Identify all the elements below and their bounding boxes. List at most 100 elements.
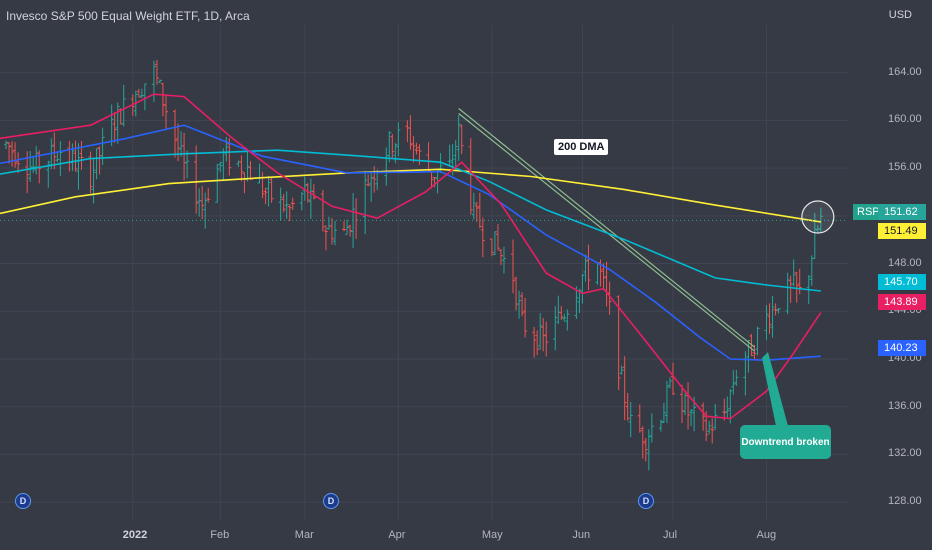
highlight-circle [801, 200, 835, 234]
ohlc-bar [743, 351, 748, 396]
ohlc-bar [776, 308, 781, 314]
ohlc-bar [514, 276, 519, 311]
ohlc-bar [686, 382, 691, 430]
ohlc-bar [372, 166, 377, 193]
ohlc-bar [643, 438, 648, 462]
ohlc-bar [100, 127, 105, 165]
ohlc-bar [332, 220, 337, 246]
ohlc-bar [160, 83, 165, 117]
ohlc-bar [242, 172, 247, 194]
ohlc-bar [97, 146, 102, 175]
ma-blue-tag: 140.23 [878, 340, 926, 356]
ohlc-bar [13, 142, 18, 168]
ohlc-bar [345, 219, 350, 235]
ohlc-bar [387, 131, 392, 163]
ohlc-bar [658, 419, 663, 432]
ohlc-bar [664, 381, 669, 424]
ohlc-bar [182, 132, 187, 181]
ohlc-bar [453, 140, 458, 171]
ohlc-bar [269, 178, 274, 203]
ohlc-bar [203, 192, 208, 229]
ohlc-bar [710, 418, 715, 444]
ohlc-bar [646, 429, 651, 471]
ohlc-bar [544, 321, 549, 357]
ohlc-bar [157, 79, 162, 84]
ohlc-bar [342, 221, 347, 232]
dividend-badge[interactable]: D [638, 493, 654, 509]
ohlc-bar [121, 84, 126, 127]
ma-pink-tag: 143.89 [878, 294, 926, 310]
ohlc-bar [637, 404, 642, 433]
ohlc-bar [393, 143, 398, 164]
dividend-badge[interactable]: D [323, 493, 339, 509]
ohlc-bar [363, 170, 368, 235]
ohlc-bar [565, 309, 570, 331]
ohlc-bar [348, 224, 353, 237]
x-tick-label: Jul [662, 529, 678, 541]
ohlc-bar [263, 187, 268, 205]
ohlc-bar [10, 141, 15, 167]
ohlc-bar [4, 140, 9, 150]
x-tick-label: Mar [294, 529, 314, 541]
ohlc-bar [179, 131, 184, 157]
dma-annotation[interactable]: 200 DMA [554, 139, 609, 155]
ohlc-bar [601, 263, 606, 291]
ohlc-bar [16, 152, 21, 174]
ohlc-bar [7, 141, 12, 164]
ohlc-bar [320, 189, 325, 232]
ohlc-bar [163, 96, 168, 130]
dividend-badge[interactable]: D [15, 493, 31, 509]
ohlc-bar [767, 303, 772, 335]
ohlc-bar [52, 132, 57, 170]
ohlc-bar [67, 140, 72, 172]
ohlc-bar [284, 191, 289, 219]
x-tick-label: Feb [210, 529, 230, 541]
ohlc-bar [329, 218, 334, 245]
ohlc-bar [532, 326, 537, 358]
grid [0, 25, 848, 520]
ohlc-bar [206, 187, 211, 203]
ohlc-bar [405, 120, 410, 142]
ohlc-bar [34, 145, 39, 175]
ohlc-bar [408, 115, 413, 150]
ohlc-bar [326, 216, 331, 230]
moving-average-line [0, 93, 822, 420]
moving-average-line [0, 124, 821, 362]
ohlc-bar [707, 420, 712, 435]
ohlc-bar [215, 163, 220, 203]
ohlc-bar [308, 178, 313, 219]
ohlc-bar [553, 306, 558, 351]
downtrend-callout[interactable]: Downtrend broken [740, 425, 831, 459]
symbol-tag: RSP [853, 204, 884, 220]
ohlc-bar [290, 197, 295, 210]
last-price-tag: 151.62 [878, 204, 926, 220]
ohlc-bar [583, 254, 588, 282]
ohlc-bar [625, 393, 630, 421]
ohlc-bar [683, 392, 688, 416]
chart-title: Invesco S&P 500 Equal Weight ETF, 1D, Ar… [6, 9, 250, 23]
moving-average-line [0, 149, 821, 292]
ohlc-bar [616, 295, 621, 391]
ohlc-bar [689, 408, 694, 427]
ohlc-bar [468, 138, 473, 215]
ohlc-bar [366, 174, 371, 187]
ohlc-bar [151, 60, 156, 103]
ohlc-bar [323, 225, 328, 251]
x-tick-label: May [481, 529, 503, 541]
x-tick-label: Apr [388, 529, 406, 541]
candles [4, 59, 823, 471]
ohlc-bar [541, 317, 546, 352]
x-tick-label: Aug [756, 529, 777, 541]
ohlc-bar [785, 272, 790, 315]
ohlc-bar [619, 365, 624, 375]
ohlc-bar [245, 151, 250, 182]
ohlc-bar [200, 186, 205, 220]
ohlc-bar [414, 142, 419, 155]
ohlc-bar [459, 124, 464, 155]
ohlc-bar [194, 145, 199, 214]
ohlc-bar [667, 377, 672, 389]
ohlc-bar [58, 141, 63, 177]
ohlc-bar [586, 244, 591, 291]
ohlc-bar [480, 217, 485, 258]
